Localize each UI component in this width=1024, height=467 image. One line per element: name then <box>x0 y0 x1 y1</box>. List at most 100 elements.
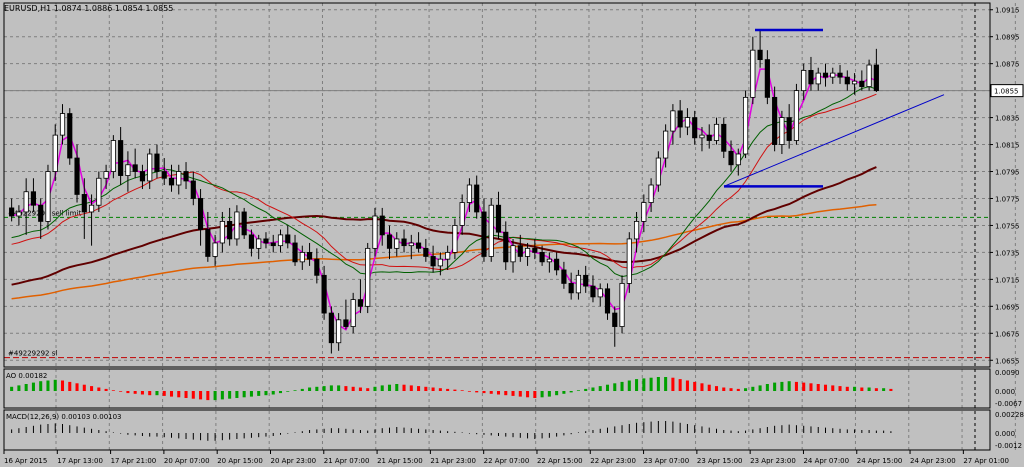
candlesticks <box>9 29 879 354</box>
price-tick-label: 1.0735 <box>995 249 1020 257</box>
sell-limit-label: #49229295 sell limit <box>8 209 81 217</box>
time-tick-label: 21 Apr 15:00 <box>377 457 423 465</box>
candle-body <box>321 274 327 314</box>
time-tick-label: 20 Apr 07:00 <box>164 457 210 465</box>
candle-body <box>815 72 821 85</box>
candle-body <box>851 80 858 85</box>
candle-body <box>219 220 225 244</box>
candle-body <box>415 242 422 249</box>
candle-body <box>779 117 785 145</box>
time-tick-label: 24 Apr 15:00 <box>857 457 903 465</box>
candle-body <box>459 202 465 226</box>
candle-body <box>183 171 189 182</box>
candle-body <box>38 204 44 222</box>
candle-body <box>270 242 276 247</box>
candle-body <box>357 299 364 307</box>
candle-body <box>445 252 451 260</box>
panel-frame-0 <box>3 2 991 368</box>
candle-body <box>772 96 778 145</box>
candle-body <box>103 171 109 179</box>
candle-body <box>713 123 720 141</box>
candle-body <box>633 220 640 240</box>
candle-body <box>343 319 349 327</box>
candle-body <box>554 258 560 271</box>
drawn-objects[interactable] <box>723 28 945 188</box>
candle-body <box>205 229 211 257</box>
candle-body <box>612 312 618 327</box>
price-axis: 1.0915 1.0895 1.0875 1.0855 1.0835 1.0815 1.07… <box>990 7 1024 450</box>
candle-body <box>372 215 378 249</box>
candle-body <box>503 231 509 263</box>
candle-body <box>9 207 15 217</box>
ma-green <box>11 86 877 278</box>
time-tick-label: 22 Apr 15:00 <box>537 457 583 465</box>
chart-symbol-header: EURUSD,H1 1.0874 1.0886 1.0854 1.0855 <box>4 4 173 13</box>
candle-body <box>474 184 480 213</box>
candle-body <box>45 171 51 222</box>
time-tick-label: 27 Apr 01:00 <box>963 457 1009 465</box>
candle-body <box>801 70 807 92</box>
time-tick-label: 22 Apr 07:00 <box>484 457 530 465</box>
candle-body <box>830 72 836 78</box>
candle-body <box>277 234 284 247</box>
candle-body <box>808 70 814 85</box>
time-tick-label: 23 Apr 23:00 <box>750 457 796 465</box>
candle-body <box>532 247 538 253</box>
candle-body <box>539 252 545 263</box>
time-tick-label: 20 Apr 23:00 <box>270 457 316 465</box>
macd-axis-label: 0.000 <box>995 430 1015 438</box>
candle-body <box>197 198 204 230</box>
candle-body <box>52 134 58 172</box>
macd-axis-label: 0.00228 <box>995 411 1024 419</box>
ao-axis-label: 0.0090 <box>995 369 1020 377</box>
candle-body <box>292 242 298 263</box>
candle-body <box>466 184 473 203</box>
time-tick-label: 21 Apr 07:00 <box>324 457 370 465</box>
price-tick-label: 1.0655 <box>995 357 1020 365</box>
candle-body <box>161 171 167 179</box>
candle-body <box>132 164 138 172</box>
candle-body <box>118 140 124 176</box>
candle-body <box>626 238 632 284</box>
ao-label: AO 0.00182 <box>6 372 47 380</box>
candle-body <box>757 49 763 61</box>
candle-body <box>517 245 523 257</box>
price-tick-label: 1.0835 <box>995 115 1020 123</box>
time-tick-label: 17 Apr 13:00 <box>57 457 103 465</box>
candle-body <box>641 202 647 222</box>
candle-body <box>684 117 691 128</box>
time-tick-label: 16 Apr 2015 <box>4 457 47 465</box>
candle-body <box>234 211 240 240</box>
candle-body <box>764 59 770 98</box>
candle-body <box>822 72 829 78</box>
time-tick-label: 24 Apr 23:00 <box>910 457 956 465</box>
candle-body <box>728 150 734 166</box>
candle-body <box>190 180 196 199</box>
candle-body <box>699 134 705 139</box>
price-tick-label: 1.0795 <box>995 169 1020 177</box>
price-tick-label: 1.0775 <box>995 195 1020 203</box>
price-tick-label: 1.0715 <box>995 276 1020 284</box>
candle-body <box>655 157 661 186</box>
candle-body <box>394 238 400 249</box>
trend-line <box>723 94 945 187</box>
candle-body <box>575 274 582 294</box>
time-tick-label: 17 Apr 21:00 <box>111 457 157 465</box>
candle-body <box>524 247 531 257</box>
candle-body <box>74 157 80 195</box>
candle-body <box>227 220 233 240</box>
candle-body <box>742 96 749 155</box>
candle-body <box>147 153 153 182</box>
candle-body <box>96 177 102 206</box>
candle-body <box>837 72 843 78</box>
candle-body <box>125 164 131 176</box>
candle-body <box>176 171 182 186</box>
candle-body <box>299 252 305 263</box>
price-tick-label: 1.0915 <box>995 7 1020 15</box>
candle-body <box>365 247 371 307</box>
candle-body <box>510 245 516 263</box>
price-tick-label: 1.0755 <box>995 222 1020 230</box>
candle-body <box>23 191 29 213</box>
